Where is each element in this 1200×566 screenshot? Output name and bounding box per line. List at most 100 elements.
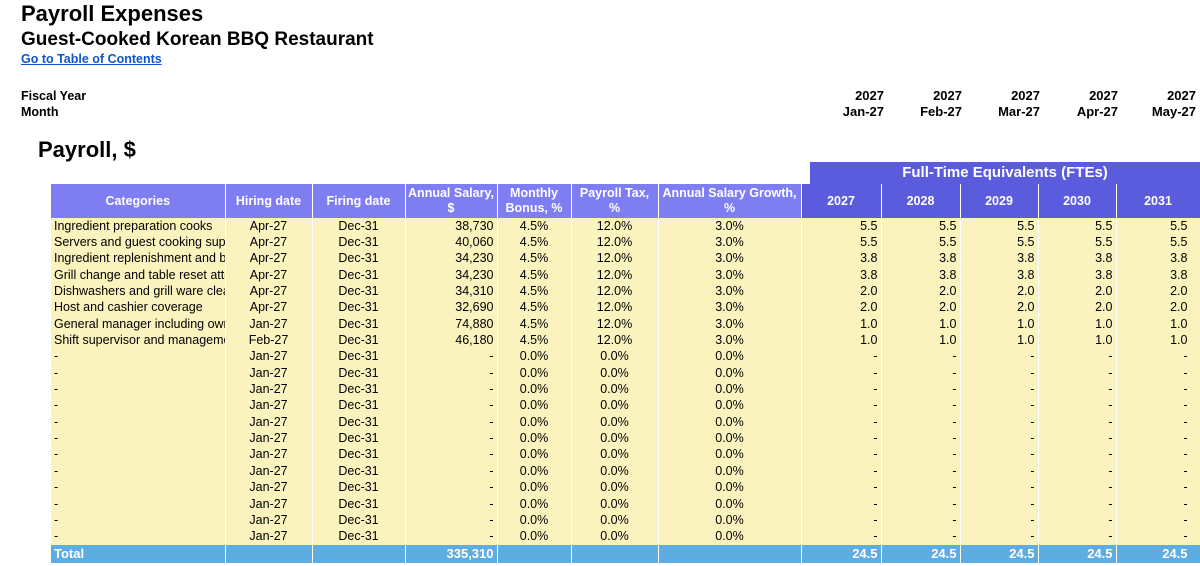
cell-hiring-date[interactable]: Jan-27 — [225, 348, 313, 366]
cell-firing-date[interactable]: Dec-31 — [312, 528, 406, 545]
cell-payroll-tax[interactable]: 0.0% — [571, 528, 659, 545]
cell-category[interactable]: Ingredient replenishment and b — [51, 250, 226, 268]
cell-category[interactable]: - — [51, 381, 226, 398]
cell-category[interactable]: - — [51, 348, 226, 366]
cell-monthly-bonus[interactable]: 0.0% — [497, 365, 572, 382]
cell-fte[interactable]: - — [801, 397, 882, 415]
cell-fte[interactable]: 2.0 — [1116, 299, 1200, 317]
cell-fte[interactable]: - — [1038, 512, 1117, 529]
cell-fte[interactable]: 1.0 — [1116, 332, 1200, 349]
cell-monthly-bonus[interactable]: 0.0% — [497, 381, 572, 398]
cell-fte[interactable]: 3.8 — [881, 267, 961, 284]
cell-category[interactable]: - — [51, 446, 226, 464]
cell-fte[interactable]: 2.0 — [960, 299, 1039, 317]
cell-salary-growth[interactable]: 3.0% — [658, 250, 802, 268]
cell-salary-growth[interactable]: 3.0% — [658, 332, 802, 349]
cell-firing-date[interactable]: Dec-31 — [312, 463, 406, 480]
cell-annual-salary[interactable]: 38,730 — [405, 218, 498, 235]
cell-firing-date[interactable]: Dec-31 — [312, 267, 406, 284]
cell-monthly-bonus[interactable]: 0.0% — [497, 446, 572, 464]
cell-annual-salary[interactable]: 34,230 — [405, 250, 498, 268]
cell-salary-growth[interactable]: 0.0% — [658, 512, 802, 529]
cell-fte[interactable]: 3.8 — [1038, 267, 1117, 284]
cell-firing-date[interactable]: Dec-31 — [312, 495, 406, 513]
cell-annual-salary[interactable]: 34,310 — [405, 283, 498, 300]
cell-fte[interactable]: - — [801, 381, 882, 398]
cell-salary-growth[interactable]: 3.0% — [658, 283, 802, 300]
col-header-fte-year[interactable]: 2029 — [960, 184, 1039, 218]
cell-fte[interactable]: 2.0 — [1038, 299, 1117, 317]
cell-fte[interactable]: 3.8 — [881, 250, 961, 268]
cell-fte[interactable]: - — [1116, 348, 1200, 366]
cell-hiring-date[interactable]: Jan-27 — [225, 446, 313, 464]
cell-fte[interactable]: - — [801, 479, 882, 496]
cell-category[interactable]: - — [51, 414, 226, 431]
cell-fte[interactable]: - — [881, 365, 961, 382]
cell-category[interactable]: General manager including own — [51, 316, 226, 333]
cell-fte[interactable]: - — [801, 348, 882, 366]
cell-category[interactable]: Shift supervisor and manageme — [51, 332, 226, 349]
cell-fte[interactable]: - — [1038, 397, 1117, 415]
cell-salary-growth[interactable]: 0.0% — [658, 414, 802, 431]
cell-hiring-date[interactable]: Feb-27 — [225, 332, 313, 349]
cell-hiring-date[interactable]: Apr-27 — [225, 267, 313, 284]
cell-payroll-tax[interactable]: 12.0% — [571, 316, 659, 333]
cell-payroll-tax[interactable]: 0.0% — [571, 381, 659, 398]
cell-fte[interactable]: - — [1116, 397, 1200, 415]
cell-hiring-date[interactable]: Jan-27 — [225, 414, 313, 431]
cell-fte[interactable]: - — [881, 528, 961, 545]
cell-payroll-tax[interactable]: 12.0% — [571, 332, 659, 349]
cell-monthly-bonus[interactable]: 0.0% — [497, 463, 572, 480]
cell-fte[interactable]: - — [881, 381, 961, 398]
cell-fte[interactable]: 1.0 — [1038, 316, 1117, 333]
cell-fte[interactable]: - — [801, 414, 882, 431]
cell-fte[interactable]: 1.0 — [801, 316, 882, 333]
cell-fte[interactable]: 5.5 — [801, 218, 882, 235]
cell-fte[interactable]: 5.5 — [1038, 234, 1117, 251]
cell-fte[interactable]: 3.8 — [960, 267, 1039, 284]
cell-hiring-date[interactable]: Apr-27 — [225, 234, 313, 251]
cell-fte[interactable]: 5.5 — [1116, 218, 1200, 235]
cell-salary-growth[interactable]: 0.0% — [658, 381, 802, 398]
cell-fte[interactable]: - — [881, 446, 961, 464]
cell-category[interactable]: - — [51, 397, 226, 415]
cell-fte[interactable]: 2.0 — [801, 299, 882, 317]
cell-fte[interactable]: - — [801, 430, 882, 447]
cell-fte[interactable]: - — [881, 479, 961, 496]
cell-fte[interactable]: - — [960, 512, 1039, 529]
cell-payroll-tax[interactable]: 0.0% — [571, 446, 659, 464]
cell-firing-date[interactable]: Dec-31 — [312, 299, 406, 317]
cell-monthly-bonus[interactable]: 4.5% — [497, 283, 572, 300]
cell-fte[interactable]: - — [1116, 528, 1200, 545]
cell-monthly-bonus[interactable]: 4.5% — [497, 250, 572, 268]
cell-fte[interactable]: 5.5 — [960, 234, 1039, 251]
cell-monthly-bonus[interactable]: 0.0% — [497, 528, 572, 545]
cell-fte[interactable]: - — [1038, 479, 1117, 496]
cell-category[interactable]: Grill change and table reset atte — [51, 267, 226, 284]
cell-fte[interactable]: 5.5 — [1038, 218, 1117, 235]
cell-fte[interactable]: - — [881, 463, 961, 480]
cell-fte[interactable]: - — [881, 348, 961, 366]
cell-hiring-date[interactable]: Apr-27 — [225, 299, 313, 317]
cell-payroll-tax[interactable]: 0.0% — [571, 479, 659, 496]
cell-fte[interactable]: 3.8 — [960, 250, 1039, 268]
cell-category[interactable]: - — [51, 528, 226, 545]
cell-fte[interactable]: - — [1038, 381, 1117, 398]
cell-salary-growth[interactable]: 0.0% — [658, 397, 802, 415]
cell-payroll-tax[interactable]: 0.0% — [571, 495, 659, 513]
cell-fte[interactable]: - — [1038, 414, 1117, 431]
cell-salary-growth[interactable]: 0.0% — [658, 430, 802, 447]
cell-fte[interactable]: 3.8 — [1116, 250, 1200, 268]
cell-fte[interactable]: - — [881, 397, 961, 415]
cell-fte[interactable]: 2.0 — [881, 283, 961, 300]
cell-fte[interactable]: - — [1116, 463, 1200, 480]
cell-fte[interactable]: 1.0 — [1116, 316, 1200, 333]
cell-fte[interactable]: - — [1038, 463, 1117, 480]
cell-salary-growth[interactable]: 3.0% — [658, 218, 802, 235]
cell-monthly-bonus[interactable]: 4.5% — [497, 332, 572, 349]
cell-fte[interactable]: - — [960, 528, 1039, 545]
col-header-categories[interactable]: Categories — [51, 184, 226, 218]
cell-fte[interactable]: - — [881, 414, 961, 431]
cell-firing-date[interactable]: Dec-31 — [312, 397, 406, 415]
cell-monthly-bonus[interactable]: 0.0% — [497, 479, 572, 496]
